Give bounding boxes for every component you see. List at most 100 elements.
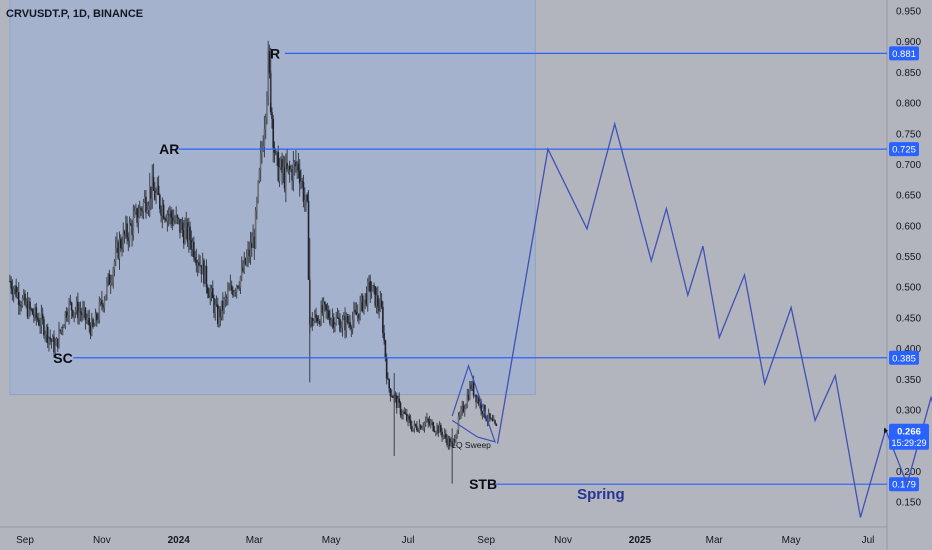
candle-body <box>83 307 86 310</box>
candle-body <box>53 336 55 353</box>
candle-body <box>306 194 309 201</box>
x-tick-label: Mar <box>246 535 264 546</box>
candle-body <box>472 381 475 396</box>
last-price-countdown: 15:29:29 <box>891 438 926 448</box>
candle-body <box>494 420 496 424</box>
candle-body <box>351 319 354 329</box>
candle-body <box>397 398 399 408</box>
candle-body <box>479 401 481 405</box>
candle-body <box>368 281 370 283</box>
candle-body <box>145 196 147 213</box>
candle-body <box>257 181 259 201</box>
x-tick-label: Sep <box>477 535 495 546</box>
x-tick-label: Mar <box>706 535 724 546</box>
candle-body <box>291 169 293 181</box>
candle-body <box>379 300 382 312</box>
candle-body <box>344 316 346 331</box>
candle-body <box>128 223 131 241</box>
candle-body <box>471 381 474 389</box>
candle-body <box>243 258 246 272</box>
candle-body <box>186 222 189 243</box>
candle-body <box>131 224 133 236</box>
candle-body <box>389 388 392 396</box>
candle-body <box>442 435 445 437</box>
candle-body <box>249 243 252 257</box>
candle-body <box>160 208 162 216</box>
candle-body <box>185 222 188 228</box>
candle-body <box>327 310 330 318</box>
candle-body <box>355 311 358 316</box>
candle-body <box>262 146 264 150</box>
candle-body <box>287 165 290 170</box>
candle-body <box>235 285 238 292</box>
projection-path <box>496 121 932 518</box>
candle-body <box>68 301 70 316</box>
candle-body <box>222 300 224 311</box>
candle-body <box>58 329 60 348</box>
candle-body <box>223 298 225 311</box>
last-price-value: 0.266 <box>897 426 921 437</box>
candle-body <box>29 301 31 309</box>
candle-body <box>122 231 125 249</box>
candle-body <box>218 309 220 325</box>
candle-body <box>179 219 181 233</box>
candle-body <box>54 345 57 353</box>
candle-body <box>72 310 74 317</box>
candle-body <box>242 267 244 272</box>
candle-body <box>181 222 184 230</box>
candle-body <box>475 394 477 403</box>
y-tick-label: 0.800 <box>896 99 921 110</box>
candle-body <box>177 218 180 220</box>
candle-body <box>126 223 128 238</box>
candle-body <box>114 247 117 262</box>
candle-body <box>290 169 292 170</box>
candle-body <box>166 214 169 221</box>
candle-body <box>220 300 223 318</box>
candle-body <box>60 327 63 332</box>
candle-body <box>354 310 356 312</box>
candle-body <box>334 323 336 328</box>
candle-body <box>92 319 94 327</box>
candle-body <box>132 216 135 236</box>
candle-body <box>429 422 432 425</box>
candle-body <box>356 313 359 316</box>
candle-body <box>366 282 369 305</box>
candle-body <box>414 423 417 427</box>
candle-body <box>108 274 111 285</box>
y-tick-label: 0.400 <box>896 344 921 355</box>
candle-body <box>82 309 84 316</box>
candle-body <box>230 285 233 291</box>
candle-body <box>251 243 253 248</box>
x-tick-label: Nov <box>554 535 572 546</box>
candle-body <box>467 394 470 400</box>
candle-body <box>172 220 175 225</box>
candle-body <box>214 304 217 314</box>
candle-body <box>411 426 413 431</box>
candle-body <box>331 317 334 320</box>
candle-body <box>495 423 498 426</box>
candle-body <box>312 320 315 326</box>
candle-body <box>458 415 461 417</box>
candle-body <box>400 414 403 416</box>
candle-body <box>118 238 121 259</box>
level-label: SC <box>53 350 72 366</box>
candle-body <box>490 418 493 420</box>
candle-body <box>437 425 440 433</box>
candle-body <box>9 281 11 282</box>
candle-body <box>188 226 190 243</box>
level-price-tag <box>889 46 919 61</box>
candle-body <box>378 306 380 312</box>
candle-body <box>171 217 174 225</box>
candle-body <box>109 282 112 285</box>
candle-body <box>300 181 302 184</box>
candle-body <box>50 339 53 342</box>
candle-body <box>199 265 201 266</box>
candle-body <box>460 409 462 416</box>
candle-body <box>137 217 140 223</box>
candle-body <box>466 394 469 406</box>
level-price-tag-text: 0.179 <box>892 480 916 491</box>
candle-body <box>164 218 166 220</box>
candle-body <box>315 314 317 318</box>
candle-body <box>198 262 200 266</box>
